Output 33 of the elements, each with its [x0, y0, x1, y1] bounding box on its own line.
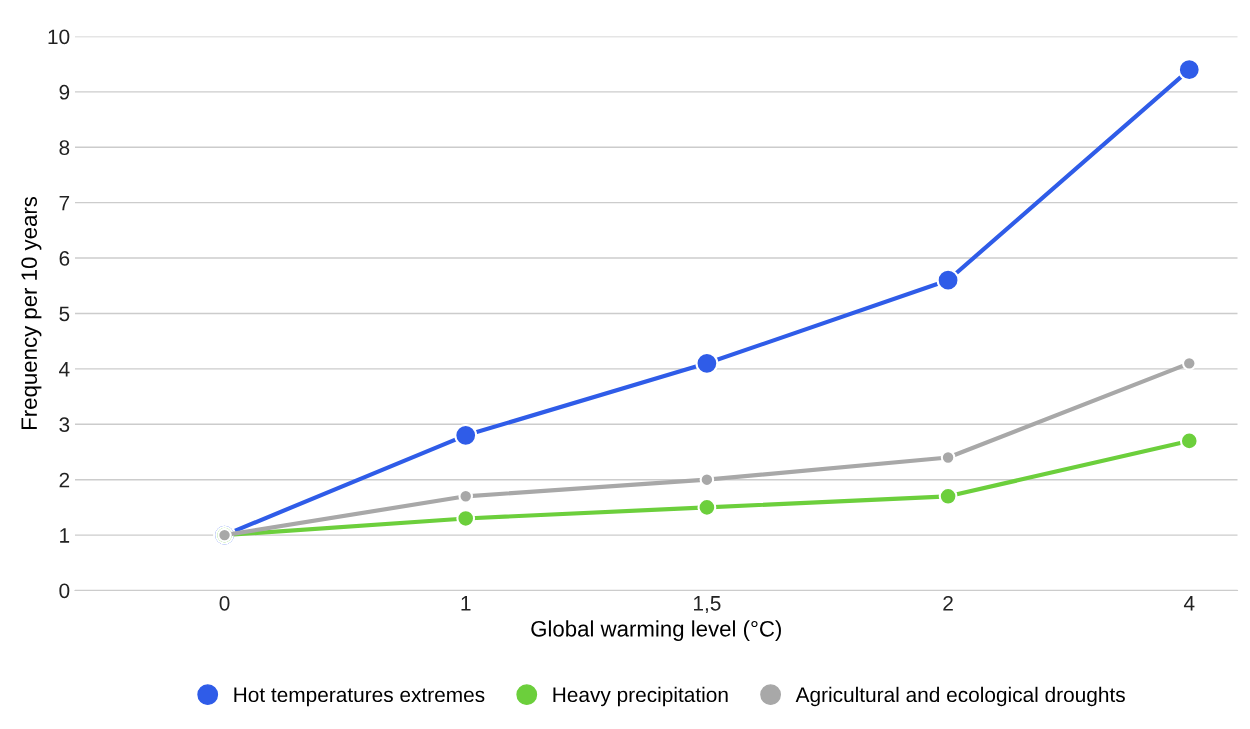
point — [454, 423, 478, 447]
point — [697, 498, 717, 517]
x-tick-label: 4 — [1183, 596, 1195, 611]
legend-label: Hot temperatures extremes — [234, 687, 485, 707]
point — [456, 509, 476, 528]
x-tick-label: 0 — [219, 595, 230, 611]
y-tick-label: 3 — [59, 417, 70, 433]
point — [1179, 431, 1199, 451]
point — [695, 351, 719, 375]
x-tick-label: 1,5 — [694, 596, 721, 614]
x-tick-label: 2 — [943, 595, 953, 611]
y-tick-label: 5 — [59, 306, 70, 322]
point — [1177, 58, 1201, 82]
point — [936, 268, 960, 292]
y-axis-title: Frequency per 10 years — [21, 196, 42, 429]
y-tick-label: 6 — [59, 251, 70, 266]
y-tick-label: 2 — [59, 472, 70, 488]
legend-label: Heavy precipitation — [553, 686, 728, 707]
point — [699, 472, 715, 487]
y-tick-label: 4 — [59, 362, 70, 377]
y-tick-label: 7 — [59, 195, 70, 211]
point — [1181, 356, 1197, 371]
x-axis-title: Global warming level (°C) — [531, 620, 781, 642]
x-tick-label: 1 — [461, 596, 471, 611]
y-tick-label: 0 — [59, 583, 70, 599]
y-tick-label: 10 — [48, 29, 70, 45]
legend-label: Agricultural and ecological droughts — [795, 686, 1125, 707]
y-tick-label: 8 — [59, 140, 70, 156]
point — [940, 450, 956, 465]
point — [938, 486, 958, 506]
y-tick-label: 1 — [60, 528, 70, 543]
point — [458, 489, 474, 504]
y-tick-label: 9 — [59, 84, 70, 100]
